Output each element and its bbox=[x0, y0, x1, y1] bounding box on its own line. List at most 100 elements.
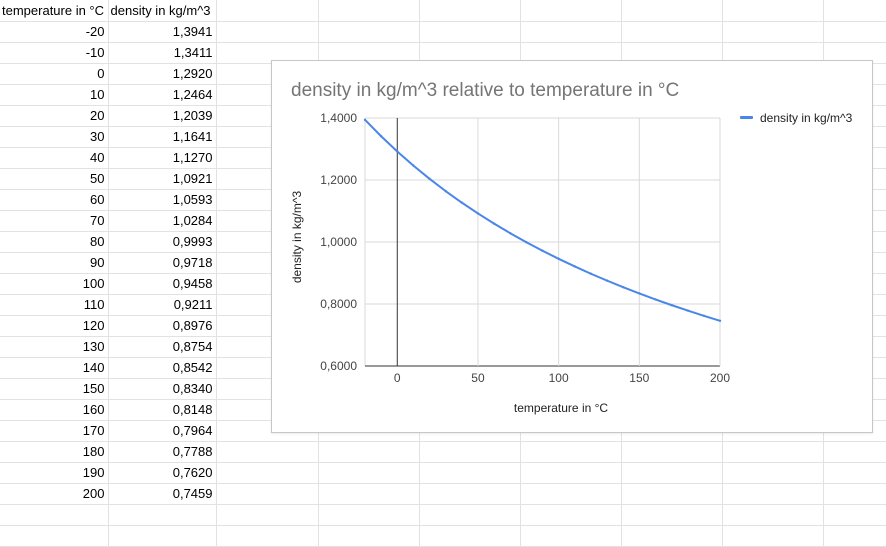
cell-density[interactable]: 1,0921 bbox=[108, 168, 217, 190]
data-point[interactable] bbox=[654, 298, 657, 301]
cell-density[interactable]: 0,8148 bbox=[108, 399, 217, 421]
cell-temperature[interactable]: 10 bbox=[0, 84, 109, 106]
empty-cell[interactable] bbox=[722, 504, 824, 526]
data-point[interactable] bbox=[492, 222, 496, 225]
empty-cell[interactable] bbox=[621, 0, 723, 22]
cell-temperature[interactable]: -20 bbox=[0, 21, 109, 43]
data-point[interactable] bbox=[363, 118, 367, 122]
cell-temperature[interactable]: 50 bbox=[0, 168, 109, 190]
empty-cell[interactable] bbox=[823, 504, 886, 526]
empty-cell[interactable] bbox=[216, 21, 319, 43]
cell-temperature[interactable]: 180 bbox=[0, 441, 109, 463]
empty-cell[interactable] bbox=[520, 462, 622, 484]
cell-temperature[interactable]: 100 bbox=[0, 273, 109, 295]
empty-cell[interactable] bbox=[621, 441, 723, 463]
cell-density[interactable]: 0,8754 bbox=[108, 336, 217, 358]
cell-density[interactable]: 1,2039 bbox=[108, 105, 217, 127]
data-point[interactable] bbox=[670, 303, 673, 307]
empty-cell[interactable] bbox=[520, 504, 622, 526]
cell-density[interactable]: 0,7788 bbox=[108, 441, 217, 463]
chart-card[interactable]: density in kg/m^3 relative to temperatur… bbox=[271, 60, 873, 433]
data-point[interactable] bbox=[396, 150, 399, 153]
cell-density[interactable]: 1,2464 bbox=[108, 84, 217, 106]
empty-cell[interactable] bbox=[621, 525, 723, 547]
empty-cell[interactable] bbox=[216, 0, 319, 22]
cell-density[interactable]: 0,9993 bbox=[108, 231, 217, 253]
cell-temperature[interactable]: 200 bbox=[0, 483, 109, 505]
empty-cell[interactable] bbox=[216, 483, 319, 505]
cell-temperature[interactable]: 120 bbox=[0, 315, 109, 337]
empty-cell[interactable] bbox=[318, 462, 420, 484]
data-point[interactable] bbox=[444, 189, 447, 193]
empty-cell[interactable] bbox=[318, 0, 420, 22]
empty-cell[interactable] bbox=[722, 462, 824, 484]
cell-temperature[interactable]: 0 bbox=[0, 63, 109, 85]
empty-cell[interactable] bbox=[823, 462, 886, 484]
cell-temperature[interactable]: 70 bbox=[0, 210, 109, 232]
empty-cell[interactable] bbox=[520, 21, 622, 43]
cell-density[interactable]: 0,8976 bbox=[108, 315, 217, 337]
cell-temperature[interactable]: 130 bbox=[0, 336, 109, 358]
empty-cell[interactable] bbox=[318, 525, 420, 547]
data-point[interactable] bbox=[428, 177, 431, 180]
data-point[interactable] bbox=[702, 314, 706, 317]
cell-temperature[interactable]: -10 bbox=[0, 42, 109, 64]
cell-temperature[interactable]: 30 bbox=[0, 126, 109, 148]
empty-cell[interactable] bbox=[419, 21, 521, 43]
empty-cell[interactable] bbox=[520, 0, 622, 22]
header-cell-temperature[interactable]: temperature in °C bbox=[0, 0, 109, 22]
cell-temperature[interactable]: 160 bbox=[0, 399, 109, 421]
legend[interactable]: density in kg/m^3 bbox=[740, 111, 853, 125]
empty-cell[interactable] bbox=[216, 504, 319, 526]
cell-temperature[interactable]: 170 bbox=[0, 420, 109, 442]
empty-cell[interactable] bbox=[722, 483, 824, 505]
cell-temperature[interactable]: 140 bbox=[0, 357, 109, 379]
empty-cell[interactable] bbox=[621, 504, 723, 526]
empty-cell[interactable] bbox=[621, 21, 723, 43]
empty-cell[interactable] bbox=[823, 525, 886, 547]
empty-cell[interactable] bbox=[318, 483, 420, 505]
data-point[interactable] bbox=[509, 231, 512, 235]
empty-cell[interactable] bbox=[823, 441, 886, 463]
data-point[interactable] bbox=[638, 292, 641, 295]
cell-temperature[interactable]: 60 bbox=[0, 189, 109, 211]
cell-density[interactable]: 1,0593 bbox=[108, 189, 217, 211]
empty-cell[interactable] bbox=[621, 462, 723, 484]
empty-cell[interactable] bbox=[722, 21, 824, 43]
empty-cell[interactable] bbox=[520, 441, 622, 463]
empty-cell[interactable] bbox=[419, 504, 521, 526]
cell-density[interactable]: 0,7620 bbox=[108, 462, 217, 484]
cell-density[interactable]: 0,9718 bbox=[108, 252, 217, 274]
empty-cell[interactable] bbox=[520, 525, 622, 547]
data-point[interactable] bbox=[605, 279, 609, 282]
empty-cell[interactable] bbox=[419, 441, 521, 463]
empty-cell[interactable] bbox=[823, 483, 886, 505]
cell-temperature[interactable]: 40 bbox=[0, 147, 109, 169]
data-point[interactable] bbox=[476, 212, 480, 215]
cell-temperature[interactable]: 80 bbox=[0, 231, 109, 253]
data-point[interactable] bbox=[557, 257, 560, 261]
empty-cell[interactable] bbox=[722, 0, 824, 22]
cell-density[interactable]: 0,8340 bbox=[108, 378, 217, 400]
empty-cell[interactable] bbox=[419, 525, 521, 547]
data-point[interactable] bbox=[718, 319, 722, 322]
cell-density[interactable]: 1,1641 bbox=[108, 126, 217, 148]
data-point[interactable] bbox=[589, 272, 593, 275]
empty-cell[interactable] bbox=[823, 0, 886, 22]
cell-density[interactable] bbox=[108, 525, 217, 547]
cell-temperature[interactable]: 110 bbox=[0, 294, 109, 316]
empty-cell[interactable] bbox=[216, 441, 319, 463]
empty-cell[interactable] bbox=[621, 483, 723, 505]
cell-density[interactable]: 0,9458 bbox=[108, 273, 217, 295]
cell-density[interactable]: 1,3411 bbox=[108, 42, 217, 64]
cell-density[interactable] bbox=[108, 504, 217, 526]
data-point[interactable] bbox=[541, 249, 544, 252]
cell-temperature[interactable]: 90 bbox=[0, 252, 109, 274]
cell-temperature[interactable]: 20 bbox=[0, 105, 109, 127]
data-point[interactable] bbox=[412, 164, 415, 167]
empty-cell[interactable] bbox=[318, 504, 420, 526]
cell-density[interactable]: 0,9211 bbox=[108, 294, 217, 316]
cell-density[interactable]: 0,8542 bbox=[108, 357, 217, 379]
empty-cell[interactable] bbox=[419, 0, 521, 22]
data-point[interactable] bbox=[686, 309, 689, 312]
